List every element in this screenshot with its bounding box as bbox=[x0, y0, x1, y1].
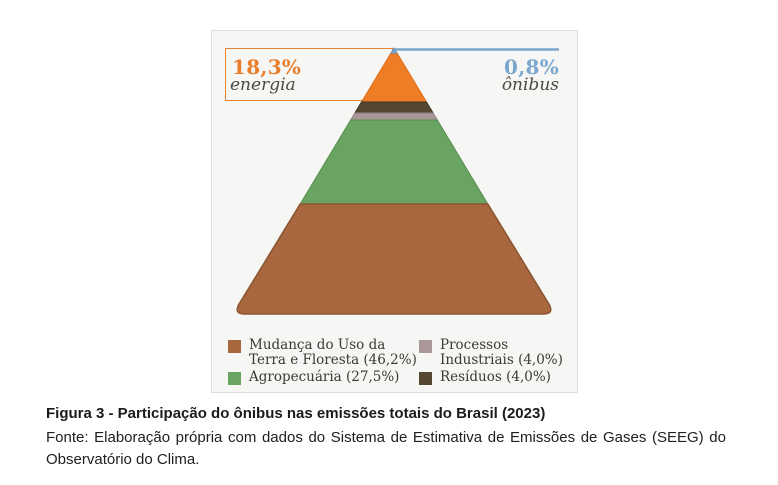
segment-energia bbox=[360, 53, 428, 103]
legend-label: Processos Industriais (4,0%) bbox=[440, 337, 563, 368]
legend-swatch-darkbrown-icon bbox=[419, 372, 432, 385]
figure-caption-title: Figura 3 - Participação do ônibus nas em… bbox=[46, 405, 546, 422]
onibus-percentage-label: 0,8% bbox=[504, 55, 559, 79]
segment-residuos bbox=[354, 101, 434, 114]
figure-panel: 18,3% energia 0,8% ônibus Mudança do Uso… bbox=[211, 30, 578, 393]
segment-mudanca-uso-terra bbox=[236, 203, 552, 315]
segment-agropecuaria bbox=[299, 119, 489, 205]
legend-item-mudanca-uso-terra: Mudança do Uso da Terra e Floresta (46,2… bbox=[228, 338, 417, 367]
legend-item-agropecuaria: Agropecuária (27,5%) bbox=[228, 370, 399, 385]
legend-swatch-green-icon bbox=[228, 372, 241, 385]
segment-processos-industriais bbox=[349, 112, 439, 121]
chart-area: 18,3% energia 0,8% ônibus Mudança do Uso… bbox=[212, 31, 577, 392]
onibus-text-label: ônibus bbox=[501, 75, 559, 95]
legend-swatch-mauve-icon bbox=[419, 340, 432, 353]
energia-percentage-label: 18,3% bbox=[232, 55, 302, 79]
legend-item-processos-industriais: Processos Industriais (4,0%) bbox=[419, 338, 563, 367]
legend-label: Resíduos (4,0%) bbox=[440, 369, 551, 385]
emissions-pyramid-chart bbox=[236, 47, 559, 315]
legend-item-residuos: Resíduos (4,0%) bbox=[419, 370, 551, 385]
energia-text-label: energia bbox=[230, 75, 296, 95]
figure-caption-source: Fonte: Elaboração própria com dados do S… bbox=[46, 429, 726, 468]
legend-swatch-brown-icon bbox=[228, 340, 241, 353]
legend-label: Mudança do Uso da Terra e Floresta (46,2… bbox=[249, 337, 417, 368]
legend-label: Agropecuária (27,5%) bbox=[249, 369, 400, 385]
